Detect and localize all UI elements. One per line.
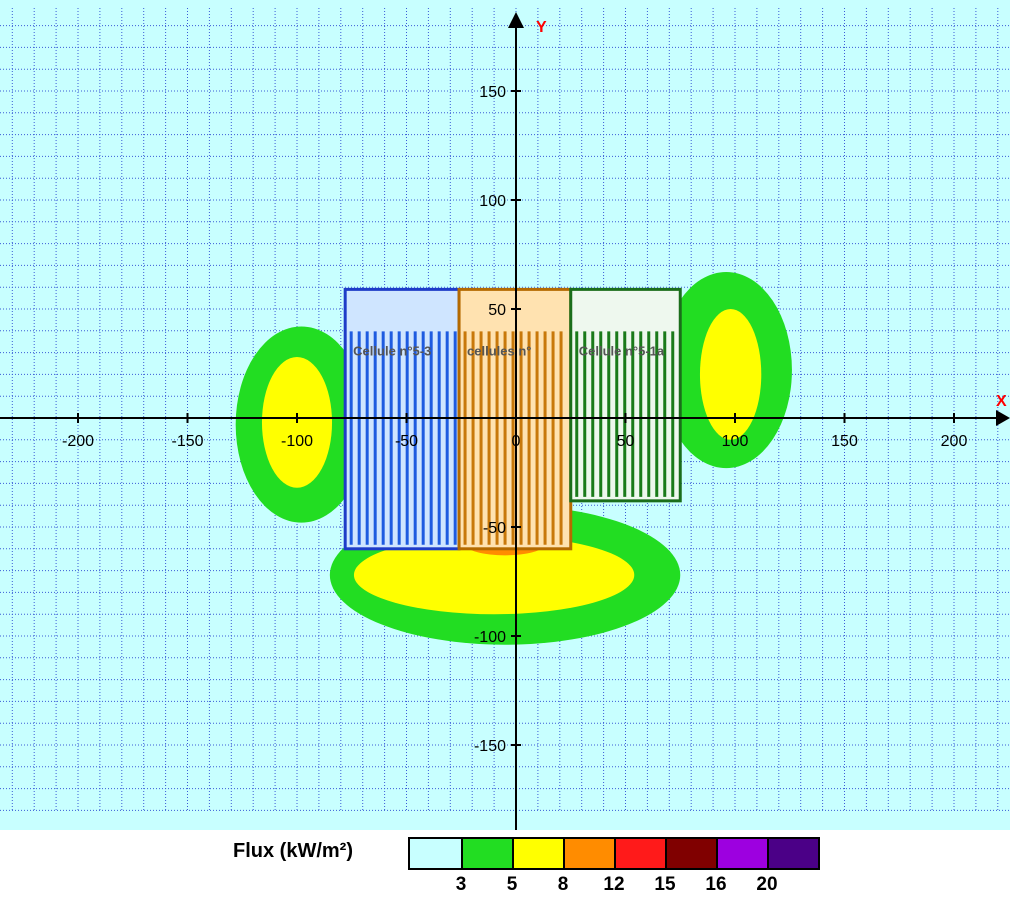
legend-swatch: [716, 839, 767, 868]
x-tick-label: -150: [171, 433, 203, 450]
legend-threshold: 3: [455, 874, 467, 895]
legend-swatch: [461, 839, 512, 868]
x-tick-label: -200: [62, 433, 94, 450]
legend-threshold: 16: [705, 874, 727, 895]
x-tick-label: 200: [941, 433, 968, 450]
y-tick-label: -50: [483, 520, 506, 537]
y-tick-label: 150: [479, 84, 506, 101]
storage-cell-fill: [345, 289, 460, 549]
legend-swatch: [512, 839, 563, 868]
storage-cell-label: cellules n°: [467, 343, 531, 358]
x-tick-label: -100: [281, 433, 313, 450]
x-tick-label: 50: [617, 433, 635, 450]
y-axis-label: Y: [536, 19, 547, 36]
storage-cells: Cellule n°5-3 cellules n° Cellule n°5-1a: [343, 287, 682, 551]
storage-cell: Cellule n°5-3: [343, 287, 461, 551]
legend-swatch: [614, 839, 665, 868]
y-tick-label: 50: [488, 302, 506, 319]
legend-swatch: [665, 839, 716, 868]
x-axis-arrow: [996, 410, 1010, 426]
flux-zone-5: [699, 309, 762, 440]
flux-heatmap-plot: Cellule n°5-3 cellules n° Cellule n°5-1a X…: [0, 0, 1010, 830]
flux-zone-5: [353, 535, 635, 615]
x-axis-label: X: [996, 393, 1007, 410]
x-tick-label: -50: [395, 433, 418, 450]
y-tick-label: 100: [479, 193, 506, 210]
storage-cell-border: [569, 287, 682, 503]
legend-threshold: 12: [603, 874, 625, 895]
tick-labels: -200 -150 -100 -50 0 50 100 150 200 -150 -100 -50 50…: [62, 84, 967, 755]
storage-cell: Cellule n°5-1a: [569, 287, 682, 503]
storage-cell-label: Cellule n°5-1a: [579, 343, 665, 358]
legend-threshold: 20: [756, 874, 778, 895]
x-tick-label: 100: [722, 433, 749, 450]
storage-cell-label: Cellule n°5-3: [353, 343, 431, 358]
axes: X Y: [0, 12, 1010, 830]
x-tick-label: 150: [831, 433, 858, 450]
legend-threshold: 15: [654, 874, 676, 895]
legend-threshold: 5: [506, 874, 518, 895]
flux-zones: [235, 271, 792, 645]
y-tick-label: -100: [474, 629, 506, 646]
legend-color-bar: [408, 837, 820, 870]
legend-swatch: [563, 839, 614, 868]
legend-swatch: [410, 839, 461, 868]
x-tick-label: 0: [512, 433, 521, 450]
legend-title: Flux (kW/m²): [233, 840, 353, 862]
y-axis-arrow: [508, 12, 524, 28]
storage-cell: cellules n°: [457, 287, 573, 551]
flux-legend: Flux (kW/m²) 3 5 8 12 15 16 20: [0, 830, 1010, 898]
y-tick-label: -150: [474, 738, 506, 755]
legend-swatch: [767, 839, 818, 868]
legend-threshold: 8: [557, 874, 569, 895]
